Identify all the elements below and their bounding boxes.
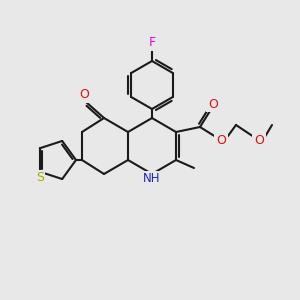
Text: F: F bbox=[148, 37, 156, 50]
Text: O: O bbox=[216, 134, 226, 146]
Text: O: O bbox=[254, 134, 264, 146]
Text: NH: NH bbox=[143, 172, 161, 185]
Text: O: O bbox=[208, 98, 218, 110]
Text: S: S bbox=[36, 171, 44, 184]
Text: O: O bbox=[79, 88, 89, 101]
